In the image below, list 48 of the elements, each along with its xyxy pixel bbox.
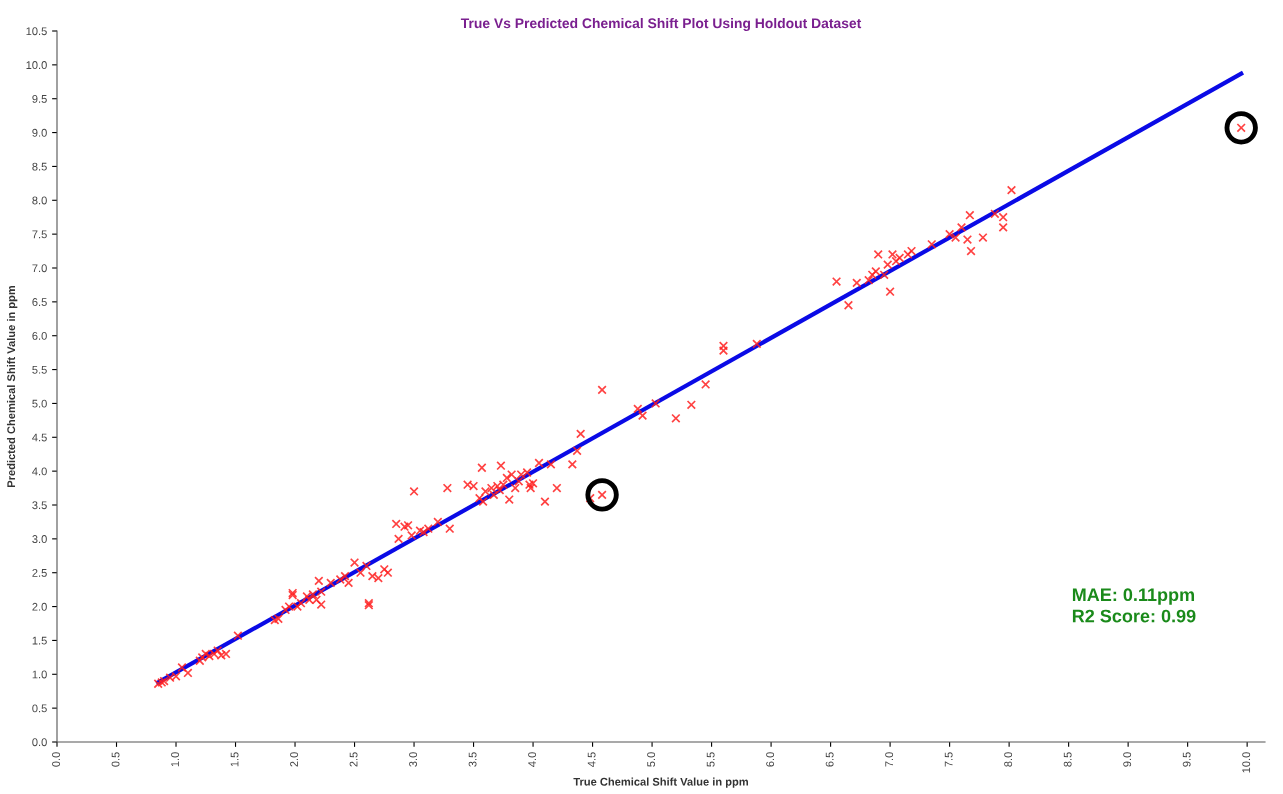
x-tick-label: 2.5 xyxy=(349,752,358,767)
x-tick-label: 4.0 xyxy=(528,752,537,767)
x-tick-label: 7.0 xyxy=(885,752,894,767)
x-tick-label: 6.5 xyxy=(825,752,834,767)
y-tick-label: 2.5 xyxy=(32,568,47,577)
y-tick-label: 2.0 xyxy=(32,602,47,611)
x-tick-label: 7.5 xyxy=(944,752,953,767)
x-axis-title: True Chemical Shift Value in ppm xyxy=(573,777,748,788)
annotation: R2 Score: 0.99 xyxy=(1072,609,1196,623)
x-tick-label: 5.5 xyxy=(706,752,715,767)
x-tick-label: 8.5 xyxy=(1063,752,1072,767)
y-tick-label: 3.5 xyxy=(32,501,47,510)
y-tick-label: 6.0 xyxy=(32,331,47,340)
x-tick-label: 1.5 xyxy=(230,752,239,767)
y-tick-label: 8.5 xyxy=(32,162,47,171)
x-tick-label: 2.0 xyxy=(290,752,299,767)
x-tick-label: 5.0 xyxy=(647,752,656,767)
y-tick-label: 10.5 xyxy=(26,27,47,36)
chart-title: True Vs Predicted Chemical Shift Plot Using Holdout Dataset xyxy=(460,17,862,31)
y-tick-label: 5.5 xyxy=(32,365,47,374)
x-tick-label: 4.5 xyxy=(587,752,596,767)
y-tick-label: 0.5 xyxy=(32,704,47,713)
x-tick-label: 3.5 xyxy=(468,752,477,767)
x-tick-label: 0.5 xyxy=(111,752,120,767)
y-tick-label: 3.0 xyxy=(32,535,47,543)
x-tick-label: 10.0 xyxy=(1242,752,1251,773)
x-tick-label: 9.0 xyxy=(1123,752,1132,767)
y-axis-title: Predicted Chemical Shift Value in ppm xyxy=(6,285,18,488)
y-tick-label: 8.0 xyxy=(32,196,47,205)
annotation: MAE: 0.11ppm xyxy=(1072,588,1195,605)
x-tick-label: 1.0 xyxy=(171,752,179,767)
y-tick-label: 9.5 xyxy=(32,94,47,103)
y-tick-label: 6.5 xyxy=(32,298,47,306)
y-tick-label: 9.0 xyxy=(32,128,47,137)
y-tick-label: 7.5 xyxy=(32,230,47,239)
x-tick-label: 3.0 xyxy=(409,752,418,767)
y-tick-label: 4.5 xyxy=(32,433,47,442)
x-tick-label: 8.0 xyxy=(1004,752,1013,767)
x-tick-label: 6.0 xyxy=(766,752,775,767)
y-tick-label: 5.0 xyxy=(32,399,47,408)
x-tick-label: 0.0 xyxy=(52,752,60,767)
x-tick-label: 9.5 xyxy=(1182,752,1191,767)
y-tick-label: 0.0 xyxy=(32,738,47,747)
y-tick-label: 7.0 xyxy=(32,264,47,273)
y-tick-label: 1.0 xyxy=(32,670,47,679)
y-tick-label: 1.5 xyxy=(32,636,47,645)
y-tick-label: 4.0 xyxy=(32,467,47,476)
y-tick-label: 10.0 xyxy=(26,61,47,69)
